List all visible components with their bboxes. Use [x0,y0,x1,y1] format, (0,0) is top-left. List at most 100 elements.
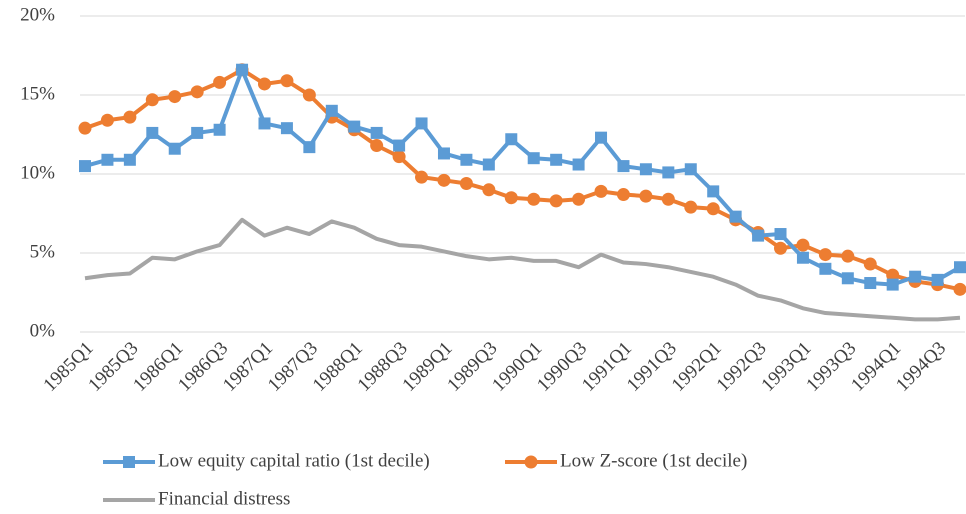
data-point [325,104,338,117]
data-point [258,117,271,130]
x-tick-label: 1989Q1 [398,338,456,396]
data-point [841,272,854,285]
data-point [796,238,810,252]
x-tick-label: 1989Q3 [443,338,501,396]
data-point [392,150,406,164]
data-point [841,249,855,263]
data-point [79,160,91,173]
data-point [213,123,226,136]
legend-marker [524,455,538,469]
data-point [280,122,293,135]
data-point [146,126,159,139]
legend-label: Low Z-score (1st decile) [560,450,747,471]
data-point [527,192,541,206]
data-point [190,85,204,99]
data-point [191,126,204,139]
data-point [504,191,518,205]
data-point [616,188,630,202]
data-point [482,183,496,197]
data-point [549,194,563,208]
x-tick-label: 1991Q1 [578,338,636,396]
y-tick-label: 0% [30,320,56,341]
x-tick-label: 1988Q3 [354,338,412,396]
data-point [684,200,698,214]
series-line [84,67,961,287]
series-line [84,67,961,292]
y-tick-label: 15% [20,83,55,104]
data-point [707,185,720,198]
x-tick-label: 1994Q3 [892,338,950,396]
x-tick-label: 1987Q1 [219,338,277,396]
x-tick-label: 1985Q1 [39,338,97,396]
series-line [84,217,961,322]
data-point [572,158,585,171]
x-tick-label: 1993Q3 [802,338,860,396]
data-point [370,126,383,139]
x-tick-label: 1992Q1 [668,338,726,396]
x-tick-label: 1991Q3 [623,338,681,396]
data-point [639,189,653,203]
data-point [460,153,473,166]
data-point [303,141,316,154]
x-tick-label: 1986Q1 [129,338,187,396]
data-point [572,192,586,206]
data-point [302,88,316,102]
data-point [706,202,720,216]
data-point [863,257,877,271]
x-tick-label: 1986Q3 [174,338,232,396]
x-tick-label: 1994Q1 [847,338,905,396]
x-tick-label: 1993Q1 [757,338,815,396]
data-point [661,192,675,206]
data-point [595,131,608,144]
data-point [886,278,899,291]
data-point [459,176,473,190]
data-point [774,241,788,255]
data-point [617,160,630,173]
data-point [819,262,832,275]
data-point [437,173,451,187]
x-tick-label: 1990Q3 [533,338,591,396]
data-point [639,163,652,176]
data-point [437,147,450,160]
data-point [393,139,406,152]
x-tick-label: 1987Q3 [264,338,322,396]
data-point [953,282,966,296]
data-point [415,170,429,184]
data-point [818,248,832,262]
data-point [796,251,809,264]
data-point [415,117,428,130]
data-point [168,90,182,104]
data-point [236,63,249,76]
data-point [280,74,294,88]
data-point [886,268,900,282]
x-tick-label: 1992Q3 [713,338,771,396]
data-point [954,261,966,274]
y-tick-label: 20% [20,4,55,25]
data-point [684,163,697,176]
x-tick-label: 1988Q1 [309,338,367,396]
data-point [78,121,92,135]
data-point [729,210,742,223]
data-point [774,228,787,241]
data-point [550,153,563,166]
data-point [752,229,765,242]
data-point [370,139,384,153]
data-point [505,133,518,146]
data-point [123,110,137,124]
data-point [909,270,922,283]
legend-marker [123,456,135,468]
y-tick-label: 10% [20,162,55,183]
data-point [257,77,271,91]
data-point [145,93,159,107]
data-point [348,120,361,133]
legend-label: Low equity capital ratio (1st decile) [158,450,430,471]
x-tick-label: 1985Q3 [84,338,142,396]
data-point [213,75,227,89]
data-point [168,142,181,155]
y-tick-label: 5% [30,241,56,262]
data-point [931,273,944,286]
data-point [594,184,608,198]
legend-label: Financial distress [158,488,290,509]
data-point [527,152,540,165]
